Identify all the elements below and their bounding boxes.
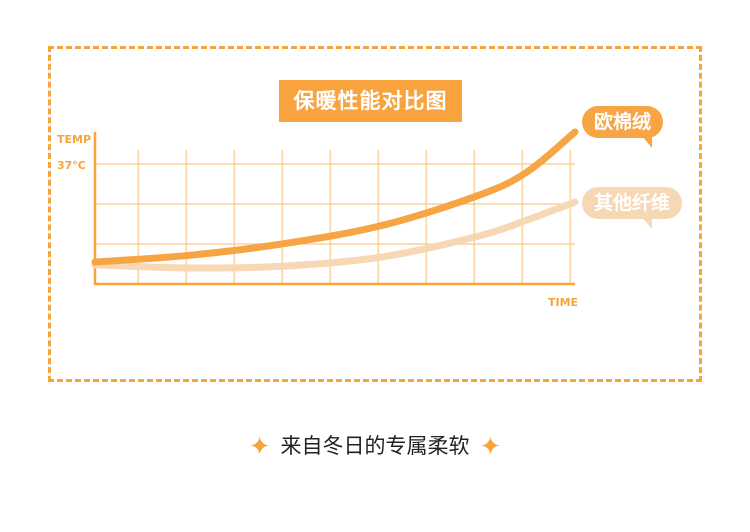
series-line xyxy=(91,198,579,272)
footer: ✦ 来自冬日的专属柔软 ✦ xyxy=(0,430,750,462)
sparkle-icon: ✦ xyxy=(479,432,502,462)
dashed-frame xyxy=(48,46,702,382)
legend-label: 其他纤维 xyxy=(594,192,671,214)
y-axis-label: TEMP xyxy=(57,133,91,146)
legend-bubble-other-fiber: 其他纤维 xyxy=(582,187,683,229)
legend-bubble-oumianrong: 欧棉绒 xyxy=(582,106,664,148)
footer-text: 来自冬日的专属柔软 xyxy=(280,434,470,458)
x-axis-label: TIME xyxy=(548,296,578,309)
bubble-tail xyxy=(642,217,652,229)
sparkle-icon: ✦ xyxy=(248,432,271,462)
legend-label: 欧棉绒 xyxy=(594,111,652,133)
bubble-tail xyxy=(642,136,652,148)
y-tick-label: 37°C xyxy=(57,159,86,172)
series-line xyxy=(91,128,579,266)
chart-title: 保暖性能对比图 xyxy=(279,80,462,122)
